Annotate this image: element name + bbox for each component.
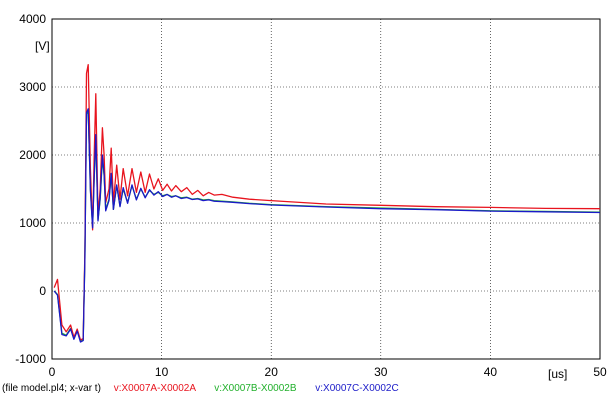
legend: (file model.pl4; x-var t) v:X0007A-X0002… — [2, 383, 399, 394]
x-tick-label: 50 — [593, 365, 607, 379]
y-tick-label: 2000 — [19, 148, 46, 162]
y-unit-label: [V] — [35, 39, 50, 53]
x-tick-label: 40 — [484, 365, 498, 379]
x-tick-label: 30 — [374, 365, 388, 379]
y-tick-label: 0 — [39, 284, 46, 298]
series-lines — [53, 63, 601, 343]
plot-frame — [51, 18, 601, 360]
x-tick-label: 20 — [265, 365, 279, 379]
y-tick-label: 3000 — [19, 80, 46, 94]
legend-series-b: v:X0007B-X0002B — [214, 383, 297, 394]
y-tick-label: -1000 — [15, 352, 46, 366]
x-tick-label: 0 — [49, 365, 56, 379]
legend-series-c: v:X0007C-X0002C — [315, 383, 398, 394]
y-tick-label: 4000 — [19, 12, 46, 26]
legend-series-a: v:X0007A-X0002A — [114, 383, 197, 394]
series-line-c — [53, 108, 601, 343]
x-tick-label: 10 — [155, 365, 169, 379]
y-tick-label: 1000 — [19, 216, 46, 230]
grid-lines — [52, 19, 600, 359]
x-unit-label: [us] — [548, 367, 567, 381]
series-line-a — [53, 63, 601, 341]
file-label: (file model.pl4; x-var t) — [2, 383, 101, 394]
series-line-b — [53, 110, 601, 342]
